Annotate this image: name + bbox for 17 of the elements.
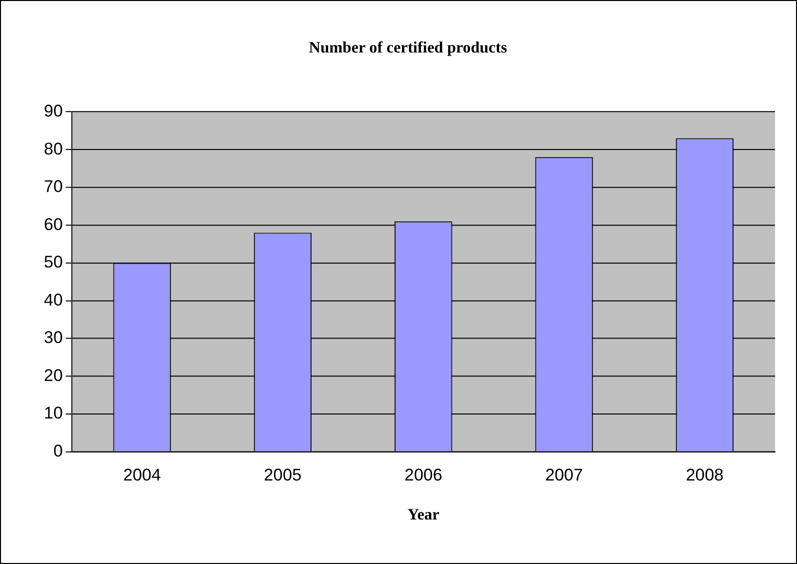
y-tick-label: 80 bbox=[44, 139, 63, 158]
x-tick-label: 2005 bbox=[264, 466, 302, 485]
chart-title: Number of certified products bbox=[308, 40, 508, 57]
y-tick-label: 10 bbox=[44, 404, 63, 423]
y-tick-label: 90 bbox=[44, 101, 63, 120]
y-tick-label: 40 bbox=[44, 290, 63, 310]
x-tick-label: 2008 bbox=[686, 466, 724, 485]
x-axis-title: Year bbox=[407, 506, 440, 524]
x-tick-label: 2007 bbox=[545, 466, 583, 485]
x-tick-label: 2004 bbox=[123, 466, 161, 485]
y-tick-label: 0 bbox=[53, 441, 63, 460]
y-tick-label: 30 bbox=[44, 328, 63, 348]
y-tick-label: 70 bbox=[44, 177, 63, 196]
y-tick-label: 50 bbox=[44, 252, 63, 272]
y-tick-label: 60 bbox=[44, 214, 63, 234]
x-tick-label: 2006 bbox=[404, 466, 442, 485]
y-tick-label: 20 bbox=[44, 366, 63, 385]
